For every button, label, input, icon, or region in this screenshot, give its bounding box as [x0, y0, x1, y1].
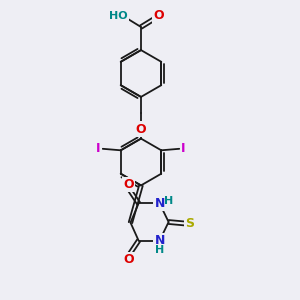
Text: O: O	[123, 178, 134, 191]
Text: I: I	[96, 142, 101, 155]
Text: I: I	[181, 142, 186, 155]
Text: N: N	[154, 234, 165, 247]
Text: O: O	[123, 253, 134, 266]
Text: N: N	[154, 197, 165, 210]
Text: HO: HO	[110, 11, 128, 21]
Text: H: H	[164, 196, 173, 206]
Text: H: H	[155, 244, 164, 255]
Text: S: S	[185, 217, 194, 230]
Text: O: O	[154, 9, 164, 22]
Text: O: O	[136, 122, 146, 136]
